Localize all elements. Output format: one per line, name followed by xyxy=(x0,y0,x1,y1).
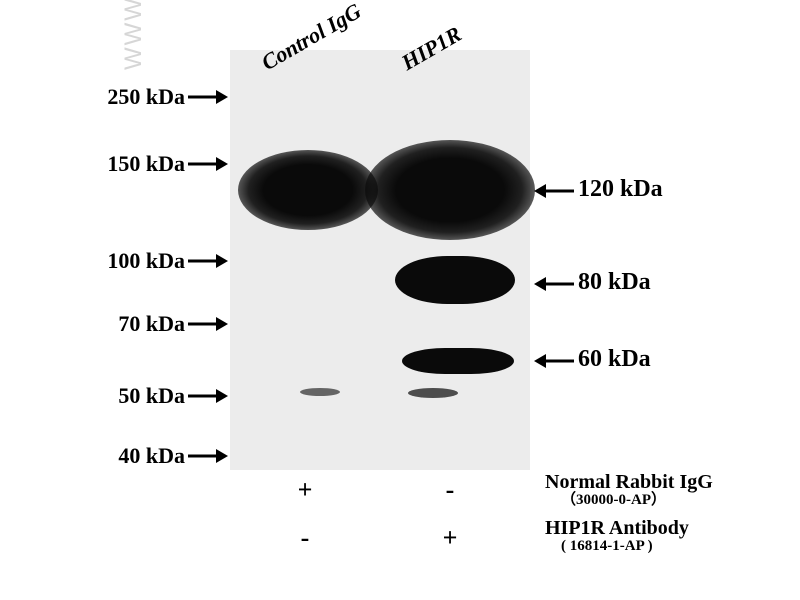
arrow-left-icon xyxy=(534,352,574,370)
ladder-label: 50 kDa xyxy=(97,383,185,409)
ladder-label: 100 kDa xyxy=(85,248,185,274)
lane-mark: + xyxy=(440,523,460,553)
antibody-label: HIP1R Antibody ( 16814-1-AP ) xyxy=(545,518,689,555)
blot-band xyxy=(402,348,514,374)
ladder-label: 70 kDa xyxy=(97,311,185,337)
watermark-text: WWW.PTGLAB.COM xyxy=(120,0,150,70)
figure-container: WWW.PTGLAB.COM Control IgG HIP1R 250 kDa… xyxy=(0,0,800,600)
ladder-label: 250 kDa xyxy=(85,84,185,110)
arrow-right-icon xyxy=(188,315,228,333)
antibody-catalog: ( 16814-1-AP ) xyxy=(561,539,689,555)
arrow-right-icon xyxy=(188,387,228,405)
band-label: 60 kDa xyxy=(578,346,651,373)
blot-band xyxy=(365,140,535,240)
lane-mark: - xyxy=(440,475,460,505)
ladder-label: 40 kDa xyxy=(97,443,185,469)
antibody-name: Normal Rabbit IgG xyxy=(545,471,713,493)
arrow-right-icon xyxy=(188,88,228,106)
arrow-right-icon xyxy=(188,252,228,270)
arrow-left-icon xyxy=(534,275,574,293)
blot-band xyxy=(300,388,340,396)
arrow-right-icon xyxy=(188,155,228,173)
lane-mark: + xyxy=(295,475,315,505)
blot-band xyxy=(395,256,515,304)
blot-band xyxy=(408,388,458,398)
antibody-catalog: （30000-0-AP） xyxy=(561,493,713,509)
ladder-label: 150 kDa xyxy=(85,151,185,177)
antibody-label: Normal Rabbit IgG （30000-0-AP） xyxy=(545,472,713,509)
arrow-left-icon xyxy=(534,182,574,200)
band-label: 120 kDa xyxy=(578,176,663,203)
antibody-name: HIP1R Antibody xyxy=(545,517,689,539)
band-label: 80 kDa xyxy=(578,269,651,296)
blot-band xyxy=(238,150,378,230)
lane-mark: - xyxy=(295,523,315,553)
arrow-right-icon xyxy=(188,447,228,465)
